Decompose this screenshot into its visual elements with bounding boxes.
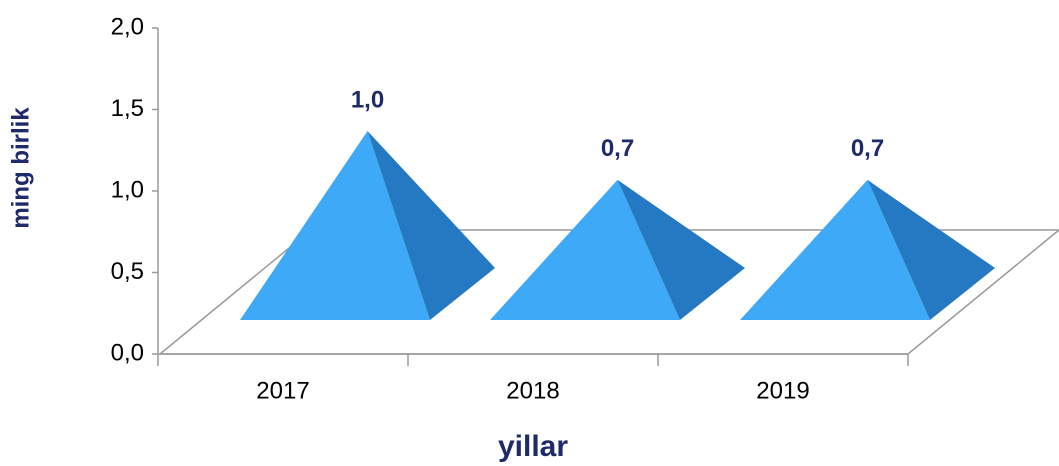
value-label: 0,7 xyxy=(601,135,634,162)
x-tick-label: 2019 xyxy=(756,377,809,404)
pyramid-front xyxy=(740,179,930,320)
y-tick-label: 2,0 xyxy=(111,13,144,40)
x-tick-label: 2018 xyxy=(506,377,559,404)
y-tick-label: 0,0 xyxy=(111,339,144,366)
pyramid-front xyxy=(240,131,430,320)
y-axis-title: ming birlik xyxy=(7,107,34,229)
y-tick-label: 0,5 xyxy=(111,258,144,285)
pyramid-front xyxy=(490,179,680,320)
x-axis-title: yillar xyxy=(498,430,568,463)
y-tick-label: 1,5 xyxy=(111,95,144,122)
value-label: 0,7 xyxy=(851,135,884,162)
x-tick-label: 2017 xyxy=(256,377,309,404)
pyramid-side xyxy=(367,131,495,320)
y-tick-label: 1,0 xyxy=(111,176,144,203)
pyramid-side xyxy=(867,179,995,320)
pyramid-side xyxy=(617,179,745,320)
value-label: 1,0 xyxy=(351,86,384,113)
